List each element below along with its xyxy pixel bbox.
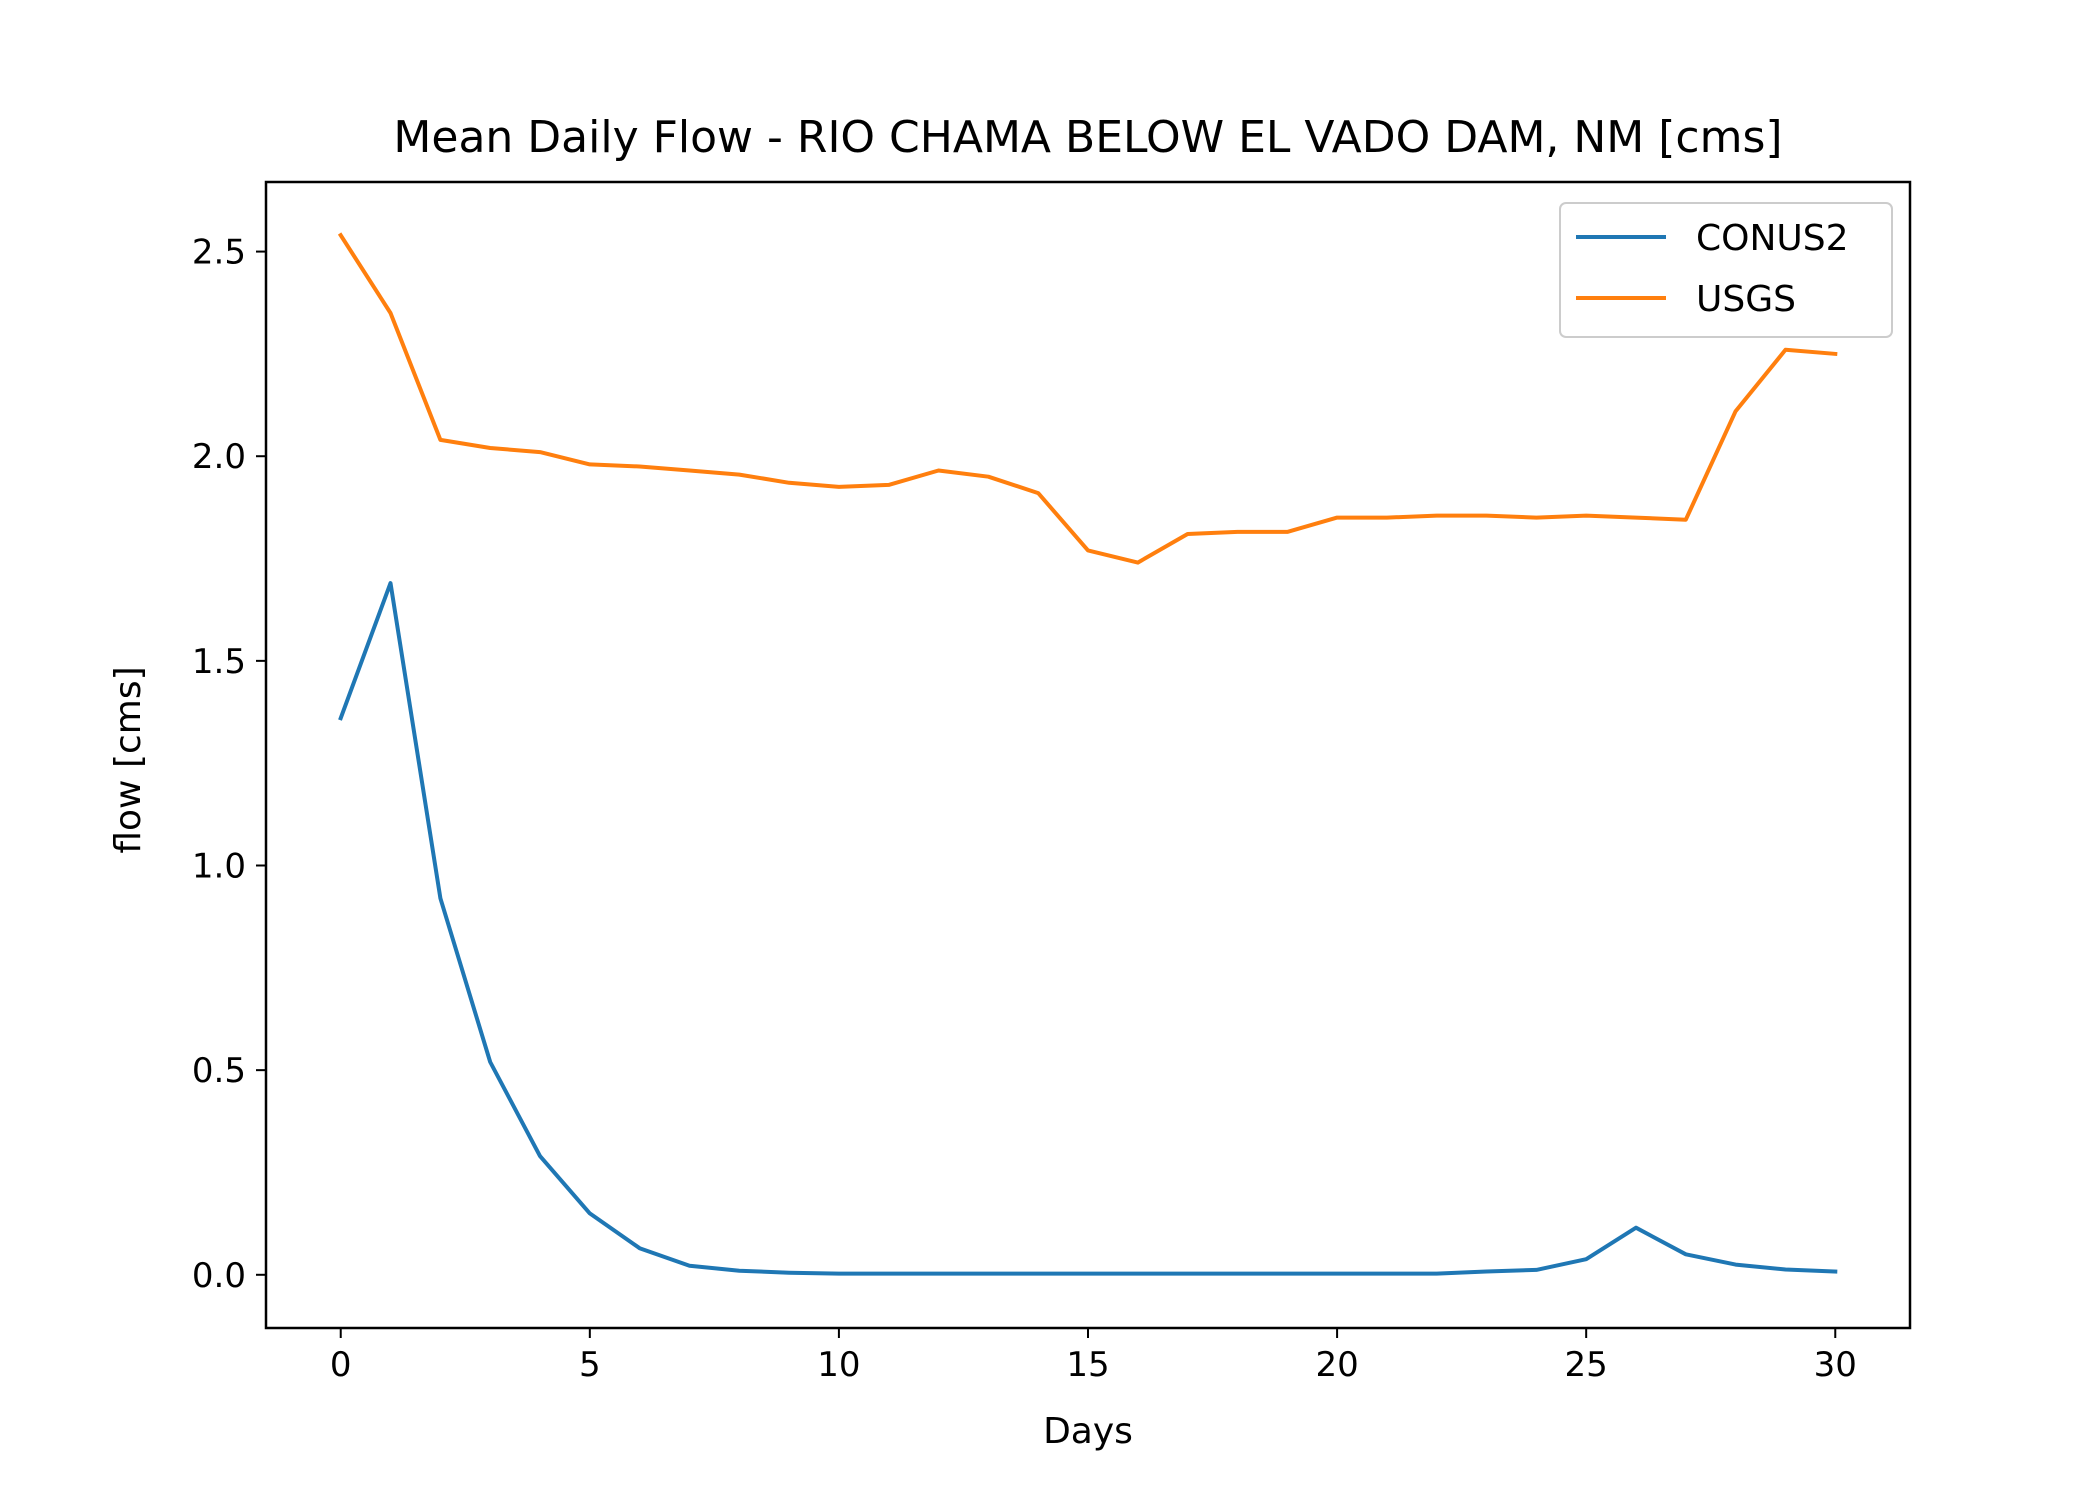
x-axis-label: Days bbox=[1043, 1411, 1133, 1452]
y-tick-label: 0.5 bbox=[192, 1051, 246, 1091]
x-tick-label: 0 bbox=[330, 1345, 352, 1385]
x-tick-label: 25 bbox=[1565, 1345, 1608, 1385]
x-tick-label: 30 bbox=[1814, 1345, 1857, 1385]
axis-ticks: 0 5 10 15 20 25 30 0.0 0.5 1.0 1.5 2.0 2.5 bbox=[192, 233, 1857, 1385]
series-line-usgs bbox=[337, 232, 1838, 565]
x-tick-label: 5 bbox=[579, 1345, 601, 1385]
legend-label-conus2: CONUS2 bbox=[1696, 218, 1849, 259]
y-tick-label: 2.0 bbox=[192, 437, 246, 477]
y-axis-label: flow [cms] bbox=[108, 666, 149, 853]
x-tick-label: 10 bbox=[817, 1345, 860, 1385]
y-tick-label: 1.0 bbox=[192, 847, 246, 887]
series-line-conus2 bbox=[338, 581, 1838, 1276]
legend: CONUS2 USGS bbox=[1559, 202, 1893, 338]
y-tick-label: 2.5 bbox=[192, 233, 246, 273]
legend-label-usgs: USGS bbox=[1696, 279, 1796, 320]
y-tick-label: 1.5 bbox=[192, 642, 246, 682]
y-tick-label: 0.0 bbox=[192, 1256, 246, 1296]
x-tick-label: 15 bbox=[1066, 1345, 1109, 1385]
chart-title: Mean Daily Flow - RIO CHAMA BELOW EL VAD… bbox=[393, 112, 1782, 163]
plot-area bbox=[337, 232, 1838, 1276]
x-tick-label: 20 bbox=[1315, 1345, 1358, 1385]
